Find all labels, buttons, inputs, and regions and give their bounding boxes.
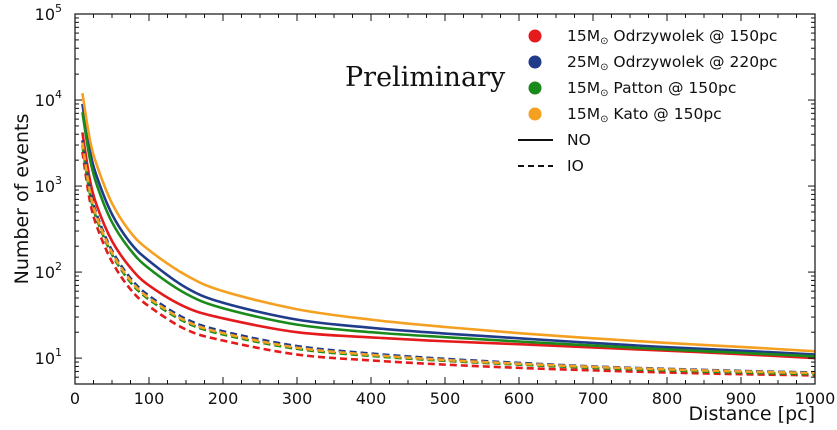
series-2-solid-line (81, 103, 815, 356)
x-tick-label: 900 (726, 389, 757, 408)
axis-ticks (74, 13, 816, 385)
y-tick-label: 101 (35, 346, 62, 368)
x-tick-label: 0 (70, 389, 80, 408)
series-3-solid-line (81, 112, 815, 358)
x-tick-label: 700 (578, 389, 609, 408)
x-axis-label: Distance [pc] (689, 403, 815, 425)
x-tick-label: 800 (652, 389, 683, 408)
series-layer (81, 93, 815, 377)
y-tick-label: 103 (35, 174, 62, 196)
x-tick-label: 600 (504, 389, 535, 408)
series-5-dashed-line (81, 151, 815, 377)
preliminary-annotation: Preliminary (345, 62, 506, 93)
legend: 15M⊙ Odrzywolek @ 150pc 25M⊙ Odrzywolek @… (518, 27, 777, 175)
legend-style-label-no: NO (567, 131, 591, 149)
tick-labels: 0 100 200 300 400 500 600 700 800 900 1000 101 102 10… (35, 2, 836, 408)
legend-label-1: 15M⊙ Odrzywolek @ 150pc (567, 27, 777, 47)
x-tick-label: 1000 (795, 389, 836, 408)
series-4-solid-line (81, 93, 815, 353)
y-tick-label: 104 (35, 88, 62, 110)
legend-label-3: 15M⊙ Patton @ 150pc (567, 79, 736, 99)
x-tick-label: 500 (430, 389, 461, 408)
series-7-dashed-line (81, 144, 815, 376)
x-tick-label: 300 (282, 389, 313, 408)
y-axis-label: Number of events (11, 114, 33, 285)
legend-marker-2 (528, 55, 542, 69)
legend-label-2: 25M⊙ Odrzywolek @ 220pc (567, 53, 777, 73)
legend-marker-4 (528, 107, 542, 121)
legend-label-4: 15M⊙ Kato @ 150pc (567, 105, 722, 125)
x-tick-label: 200 (208, 389, 239, 408)
x-tick-label: 400 (356, 389, 387, 408)
legend-marker-1 (528, 29, 542, 43)
legend-marker-3 (528, 81, 542, 95)
series-1-solid-line (81, 132, 815, 360)
series-8-dashed-line (81, 142, 815, 375)
legend-style-label-io: IO (567, 157, 584, 175)
y-tick-label: 105 (35, 2, 62, 24)
x-tick-label: 100 (134, 389, 165, 408)
y-tick-label: 102 (35, 260, 62, 282)
